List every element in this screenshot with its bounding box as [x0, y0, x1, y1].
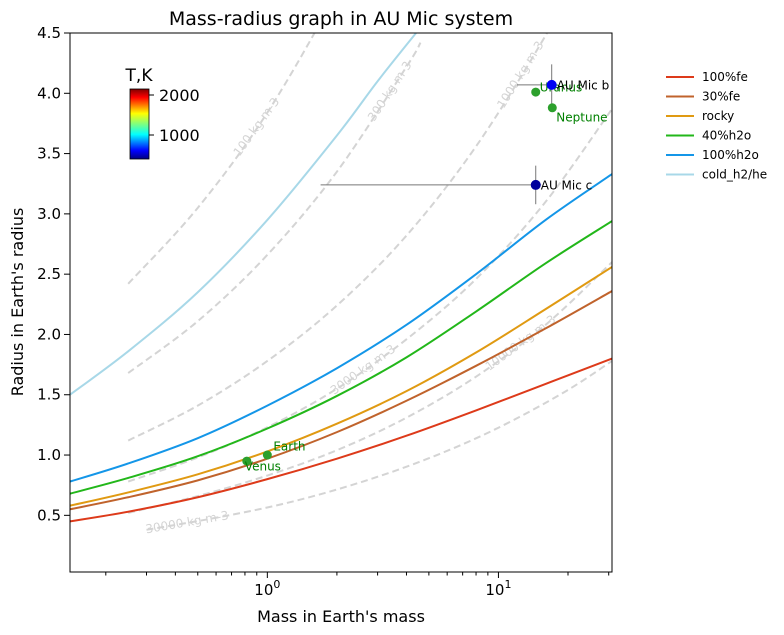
density-line: [127, 42, 422, 374]
solar-planet-point: [531, 87, 541, 97]
colorbar-tick-label: 1000: [159, 126, 200, 145]
au-mic-planet-point: [530, 179, 541, 190]
density-line-label: 30000 kg m-3: [145, 508, 230, 536]
density-line: [146, 360, 612, 531]
density-isolines: [127, 33, 612, 531]
solar-planet-point: [547, 103, 557, 113]
series-line: [70, 220, 612, 495]
y-tick-label: 4.0: [37, 84, 61, 102]
legend-label: rocky: [702, 109, 734, 123]
legend-label: 40%h2o: [702, 129, 751, 143]
colorbar-tick-label: 2000: [159, 86, 200, 105]
density-line-label: 1000 kg m-3: [494, 39, 546, 111]
solar-planet-point: [242, 456, 252, 466]
series-line: [70, 290, 612, 511]
density-line: [127, 33, 316, 285]
series-line: [70, 33, 417, 396]
y-tick-label: 0.5: [37, 506, 61, 524]
y-tick-label: 2.0: [37, 325, 61, 343]
chart-title: Mass-radius graph in AU Mic system: [169, 8, 513, 30]
y-tick-label: 3.0: [37, 205, 61, 223]
density-line-label: 100 kg m-3: [230, 95, 282, 159]
density-line-label: 300 kg m-3: [365, 59, 415, 124]
colorbar-label: T,K: [125, 66, 154, 86]
y-tick-label: 4.5: [37, 24, 61, 42]
x-axis: 100 101: [105, 572, 610, 599]
x-tick-label: 101: [485, 578, 511, 599]
x-tick-label: 100: [254, 578, 280, 599]
legend-label: cold_h2/he: [702, 168, 767, 182]
series-line: [70, 357, 612, 523]
y-axis-label: Radius in Earth's radius: [8, 208, 27, 397]
y-tick-label: 2.5: [37, 265, 61, 283]
x-axis-label: Mass in Earth's mass: [257, 607, 425, 626]
plot-frame: [69, 32, 613, 573]
legend: 100%fe 30%fe rocky 40%h2o 100%h2o cold_h2/he: [666, 70, 767, 182]
colorbar-gradient: [129, 88, 150, 160]
solar-planet-label: Neptune: [556, 110, 607, 124]
series-line: [70, 173, 612, 483]
density-line: [127, 261, 612, 514]
y-axis: 0.5 1.0 1.5 2.0 2.5 3.0 3.5 4.0 4.5: [37, 24, 70, 524]
y-tick-label: 1.0: [37, 446, 61, 464]
colorbar: T,K 1000 2000: [125, 66, 200, 160]
solar-planet-point: [262, 450, 272, 460]
density-line: [127, 108, 612, 483]
composition-curves: [70, 33, 612, 523]
y-tick-label: 1.5: [37, 386, 61, 404]
legend-label: 100%fe: [702, 70, 748, 84]
au-mic-planet-point: [546, 79, 557, 90]
solar-planet-label: Earth: [273, 440, 305, 454]
legend-label: 30%fe: [702, 90, 740, 104]
series-line: [70, 266, 612, 507]
au-mic-planet-label: AU Mic c: [541, 178, 593, 192]
legend-label: 100%h2o: [702, 148, 759, 162]
y-tick-label: 3.5: [37, 145, 61, 163]
solar-planet-label: Venus: [245, 460, 281, 474]
colorbar-ticks: 1000 2000: [149, 86, 200, 145]
au-mic-planet-label: AU Mic b: [557, 78, 610, 92]
